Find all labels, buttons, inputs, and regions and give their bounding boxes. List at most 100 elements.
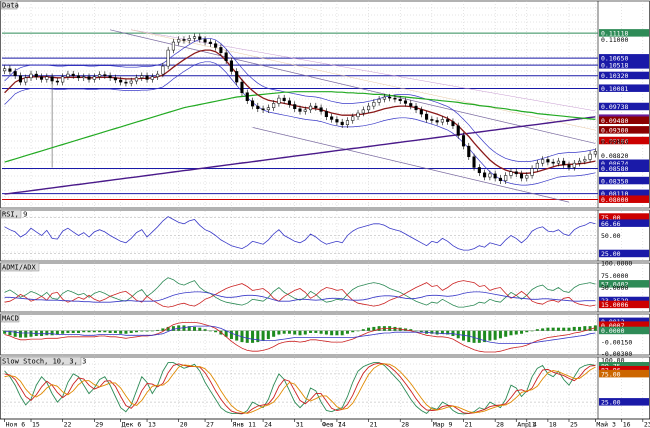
candle-body [156,73,160,78]
candle-body [577,160,582,164]
adx-axis-label: 50.0000 [601,284,628,292]
adx-axis-label: 100.0000 [601,260,632,268]
bollinger-lower [4,61,596,186]
candle-body [256,105,260,110]
macd-hist-bar [98,330,102,333]
macd-hist-bar [498,330,502,339]
macd-hist-bar [61,330,65,334]
candle-body [250,100,255,107]
macd-hist-bar [298,330,302,336]
price-axis-label-bg [599,102,649,111]
candle-body [282,97,286,102]
macd-hist-bar [113,330,117,333]
macd-hist-bar [229,330,233,340]
candle-body [92,76,96,80]
macd-hist-bar [414,330,418,332]
rsi-panel-title: RSI, 9 [2,211,27,219]
macd-hist-bar [567,327,571,331]
macd-hist-bar [29,330,33,337]
rsi-axis-label: 25.00 [601,250,621,258]
macd-hist-bar [583,326,587,331]
macd-hist-bar [372,326,376,331]
macd-hist-bar [66,330,70,333]
macd-hist-bar [261,330,265,341]
macd-hist-bar [530,330,534,332]
candle-body [245,92,249,102]
macd-hist-bar [509,330,513,336]
candle-body [530,168,534,176]
macd-axis-label-bg [599,321,649,329]
macd-series-0 [4,321,596,353]
candle-body [319,107,323,112]
x-tick-label: 25 [570,421,578,428]
x-tick-label: 22 [64,421,72,428]
stoch-axis-label-bg [599,398,649,406]
macd-hist-bar [82,330,86,333]
candle-body [488,173,492,178]
stoch-series-2 [4,363,596,414]
price-axis-label-bg [599,54,649,62]
candle-body [514,171,518,175]
candle-body [124,81,128,84]
adx-series-0 [4,277,596,308]
candle-body [108,75,112,79]
macd-hist-bar [377,326,381,331]
candle-body [403,100,408,104]
candle-body [235,71,239,83]
macd-hist-bar [578,326,582,331]
macd-hist-bar [562,327,566,331]
price-axis-label: 0.09100 [601,137,628,145]
macd-hist-bar [277,330,281,335]
candle-body [34,73,38,78]
x-tick-label: 27 [206,421,214,428]
macd-hist-bar [256,330,260,343]
macd-hist-bar [24,330,28,338]
macd-hist-bar [440,330,444,334]
macd-hist-bar [572,326,576,331]
macd-hist-bar [245,330,249,343]
candle-body [377,98,381,103]
candle-body [324,111,328,118]
candle-body [556,160,560,164]
candle-body [287,100,292,105]
macd-axis-label: 0.0000 [601,327,625,335]
stoch-axis-label-bg [599,365,649,374]
macd-hist-bar [119,330,123,334]
adx-axis-label: 15.0006 [601,301,628,309]
price-axis-label-bg [599,29,649,37]
macd-title-box [0,313,20,323]
macd-series-1 [4,325,596,345]
trend-line-lower [252,127,570,203]
price-axis-label: 0.10650 [601,55,628,63]
adx-series-2 [4,291,596,303]
macd-hist-bar [150,330,154,332]
sma-purple [4,116,596,195]
macd-hist-bar [287,330,291,334]
macd-hist-bar [335,330,339,336]
macd-hist-bar [541,328,545,331]
candle-body [229,60,233,72]
macd-hist-bar [419,330,423,333]
stoch-axis-label-bg [599,362,649,370]
candle-body [150,76,154,80]
price-axis-label-bg [599,126,649,134]
candle-body [224,52,228,62]
candle-body [71,73,75,76]
macd-hist-bar [356,330,360,332]
macd-hist-bar [477,330,481,343]
macd-hist-bar [71,330,75,333]
candle-body [187,38,191,41]
rsi-axis-label-bg [599,213,649,221]
candle-body [382,96,386,100]
candle-body [330,116,334,120]
adx-series-1 [4,280,596,308]
candle-body [361,109,365,114]
candle-body [372,102,376,107]
macd-hist-bar [551,327,555,331]
candle-body [393,97,397,100]
price-axis-label: 0.11000 [601,36,628,44]
candle-body [208,41,212,44]
candle-body [277,97,281,104]
candle-body [456,125,460,136]
candle-body [588,153,592,160]
